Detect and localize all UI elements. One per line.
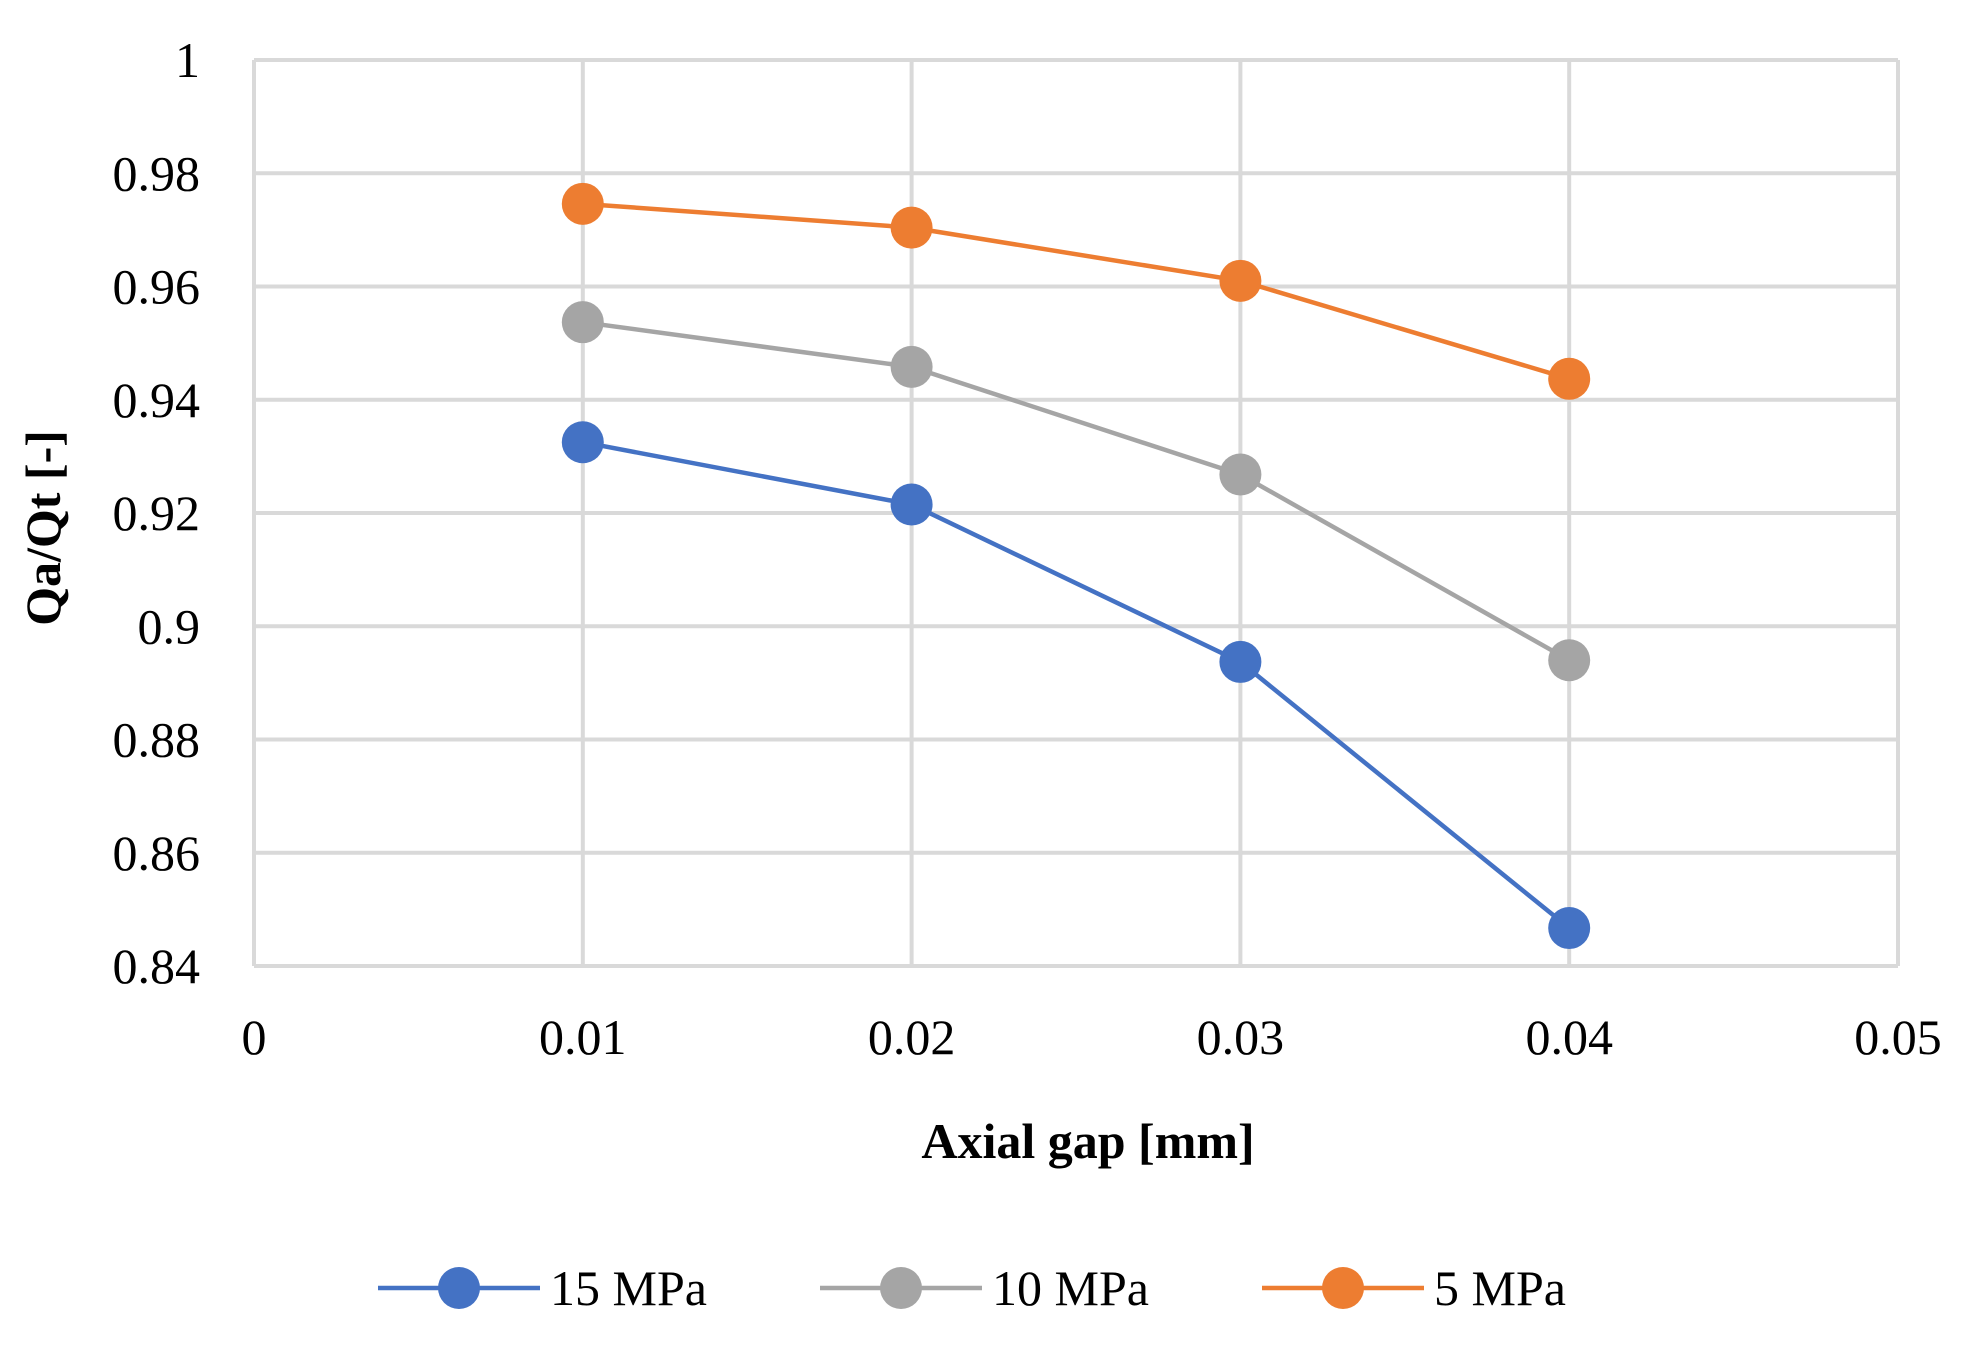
legend-marker xyxy=(438,1267,480,1309)
x-tick-label: 0.05 xyxy=(1854,1009,1942,1065)
series-line xyxy=(582,201,1570,381)
y-tick-label: 0.96 xyxy=(113,259,201,315)
series-group xyxy=(561,182,1591,950)
y-tick-label: 0.98 xyxy=(113,145,201,201)
data-point xyxy=(561,182,604,225)
x-tick-label: 0 xyxy=(242,1009,267,1065)
data-point xyxy=(561,421,604,464)
legend-marker xyxy=(1322,1267,1364,1309)
series-line xyxy=(582,319,1571,663)
legend-label: 5 MPa xyxy=(1434,1260,1566,1316)
data-point xyxy=(1219,259,1262,302)
x-tick-label: 0.04 xyxy=(1525,1009,1613,1065)
data-point xyxy=(561,301,604,344)
y-tick-label: 0.88 xyxy=(113,712,201,768)
tick-labels: 0.84 0.86 0.88 0.9 0.92 0.94 0.96 0.98 1 0 0.01 0.0… xyxy=(113,32,1942,1065)
y-tick-label: 0.86 xyxy=(113,825,201,881)
legend: 15 MPa 10 MPa 5 MPa xyxy=(378,1260,1566,1316)
legend-label: 10 MPa xyxy=(992,1260,1149,1316)
x-tick-label: 0.01 xyxy=(539,1009,627,1065)
data-point xyxy=(890,206,933,249)
data-point xyxy=(890,483,933,526)
y-axis-title: Qa/Qt [-] xyxy=(15,430,71,626)
data-point xyxy=(1548,357,1591,400)
legend-label: 15 MPa xyxy=(550,1260,707,1316)
y-tick-label: 0.94 xyxy=(113,372,201,428)
data-point xyxy=(1548,639,1591,682)
y-tick-label: 0.84 xyxy=(113,938,201,994)
data-point xyxy=(1548,907,1591,950)
x-tick-label: 0.02 xyxy=(868,1009,956,1065)
x-axis-title: Axial gap [mm] xyxy=(921,1113,1254,1169)
data-point xyxy=(1219,453,1262,496)
x-tick-label: 0.03 xyxy=(1197,1009,1285,1065)
data-point xyxy=(890,345,933,388)
y-tick-label: 0.9 xyxy=(138,598,201,654)
legend-marker xyxy=(880,1267,922,1309)
data-point xyxy=(1219,640,1262,683)
series-line xyxy=(582,440,1571,930)
y-tick-label: 0.92 xyxy=(113,485,201,541)
gridlines xyxy=(252,58,1900,968)
y-tick-label: 1 xyxy=(175,32,200,88)
